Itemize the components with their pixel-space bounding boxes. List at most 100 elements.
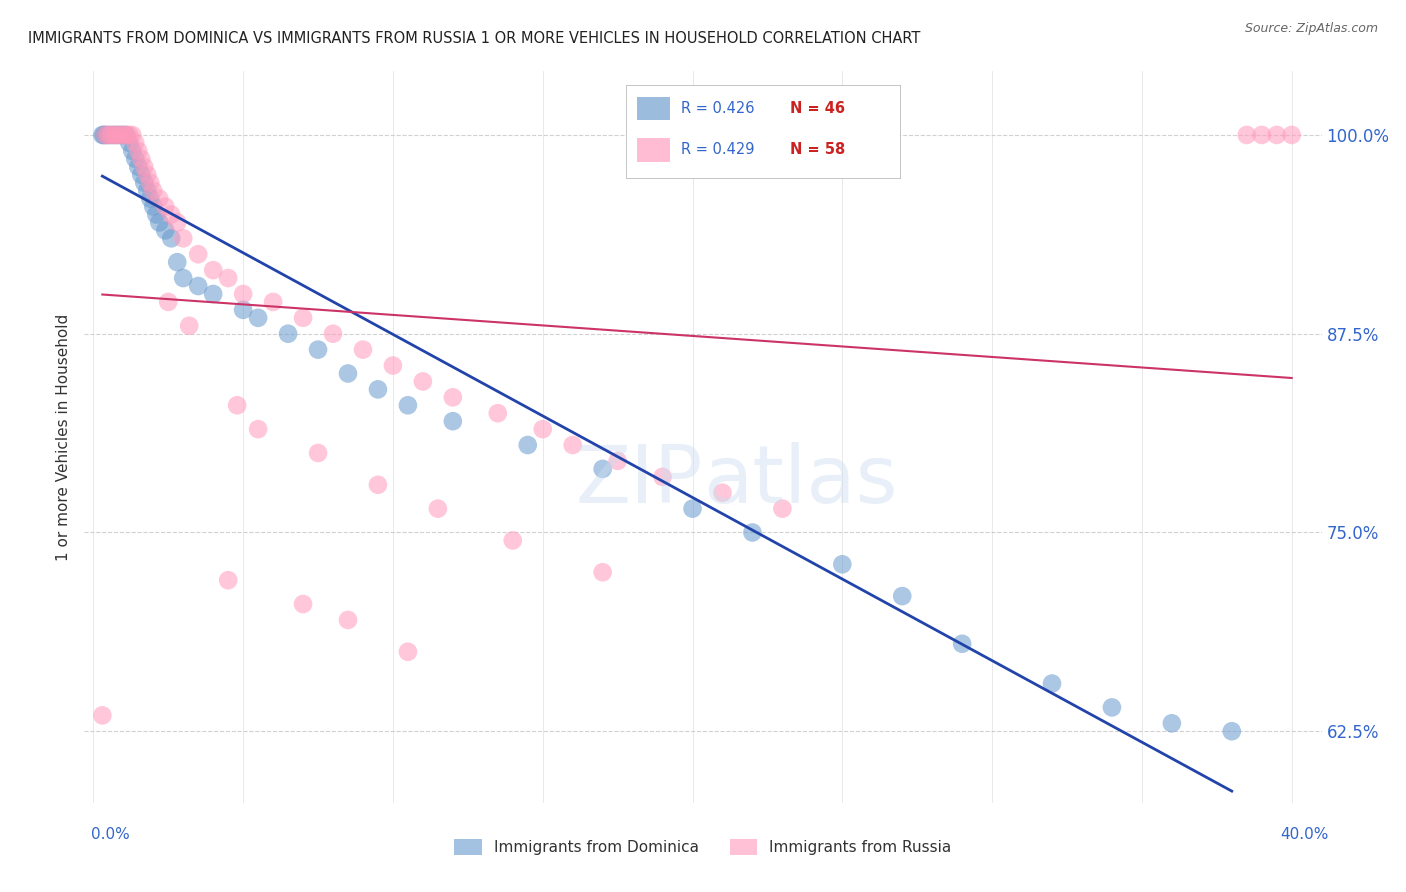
Point xyxy=(127,160,149,174)
Text: 40.0%: 40.0% xyxy=(1281,827,1329,841)
Point xyxy=(262,294,284,309)
Point xyxy=(129,152,152,166)
Point xyxy=(441,414,464,428)
Point xyxy=(307,343,329,357)
Text: N = 46: N = 46 xyxy=(790,101,845,116)
Point xyxy=(172,231,194,245)
Point xyxy=(134,160,156,174)
Point xyxy=(105,128,128,142)
Point xyxy=(367,477,389,491)
Point xyxy=(148,192,170,206)
Point xyxy=(148,215,170,229)
Point xyxy=(770,501,793,516)
Point xyxy=(127,144,149,158)
Point xyxy=(134,176,156,190)
Point xyxy=(651,470,673,484)
Point xyxy=(110,128,132,142)
Point xyxy=(396,398,419,412)
Point xyxy=(486,406,509,420)
Text: Source: ZipAtlas.com: Source: ZipAtlas.com xyxy=(1244,22,1378,36)
Point xyxy=(217,271,239,285)
Point xyxy=(142,200,165,214)
Point xyxy=(322,326,344,341)
Point xyxy=(292,597,315,611)
Point xyxy=(232,287,254,301)
Point xyxy=(94,128,117,142)
Point xyxy=(516,438,538,452)
Point xyxy=(292,310,315,325)
Text: IMMIGRANTS FROM DOMINICA VS IMMIGRANTS FROM RUSSIA 1 OR MORE VEHICLES IN HOUSEHO: IMMIGRANTS FROM DOMINICA VS IMMIGRANTS F… xyxy=(28,31,921,46)
Point xyxy=(1250,128,1272,142)
Point xyxy=(118,128,141,142)
Point xyxy=(1281,128,1303,142)
Point xyxy=(93,128,115,142)
Point xyxy=(232,302,254,317)
Point xyxy=(711,485,734,500)
Point xyxy=(367,383,389,397)
Legend: Immigrants from Dominica, Immigrants from Russia: Immigrants from Dominica, Immigrants fro… xyxy=(449,833,957,861)
Point xyxy=(172,271,194,285)
Point xyxy=(136,184,159,198)
Point xyxy=(247,310,270,325)
Text: R = 0.426: R = 0.426 xyxy=(681,101,754,116)
Point xyxy=(100,128,122,142)
Point xyxy=(121,128,143,142)
Point xyxy=(112,128,135,142)
Point xyxy=(1265,128,1288,142)
Point xyxy=(121,144,143,158)
Point xyxy=(166,215,188,229)
Point xyxy=(179,318,201,333)
Point xyxy=(160,231,183,245)
Point xyxy=(136,168,159,182)
Point xyxy=(202,287,225,301)
Point xyxy=(155,223,177,237)
Point xyxy=(91,708,114,723)
Point xyxy=(1160,716,1182,731)
Point xyxy=(1101,700,1123,714)
Point xyxy=(187,247,209,261)
Point xyxy=(277,326,299,341)
Point xyxy=(103,128,125,142)
Point xyxy=(202,263,225,277)
Point xyxy=(592,566,614,580)
Point xyxy=(412,375,434,389)
Point xyxy=(1040,676,1063,690)
Point xyxy=(337,613,360,627)
Point xyxy=(441,390,464,404)
Point xyxy=(396,645,419,659)
Point xyxy=(112,128,135,142)
Text: N = 58: N = 58 xyxy=(790,143,845,157)
Point xyxy=(139,176,162,190)
Bar xyxy=(637,97,669,120)
Point xyxy=(97,128,120,142)
Point xyxy=(337,367,360,381)
Text: 0.0%: 0.0% xyxy=(91,827,131,841)
Text: ZIP: ZIP xyxy=(575,442,703,520)
Point xyxy=(592,462,614,476)
Point xyxy=(950,637,973,651)
Text: atlas: atlas xyxy=(703,442,897,520)
Point xyxy=(91,128,114,142)
Point xyxy=(226,398,249,412)
Point xyxy=(97,128,120,142)
Point xyxy=(426,501,449,516)
Y-axis label: 1 or more Vehicles in Household: 1 or more Vehicles in Household xyxy=(56,313,72,561)
Point xyxy=(100,128,122,142)
Point xyxy=(247,422,270,436)
Point xyxy=(352,343,374,357)
Text: R = 0.429: R = 0.429 xyxy=(681,143,754,157)
Point xyxy=(124,136,146,150)
Point xyxy=(94,128,117,142)
Point xyxy=(118,136,141,150)
Point xyxy=(187,279,209,293)
Point xyxy=(741,525,763,540)
Bar xyxy=(637,138,669,161)
Point xyxy=(1220,724,1243,739)
Point xyxy=(606,454,628,468)
Point xyxy=(217,573,239,587)
Point xyxy=(891,589,914,603)
Point xyxy=(682,501,704,516)
Point xyxy=(307,446,329,460)
Point xyxy=(160,207,183,221)
Point xyxy=(142,184,165,198)
